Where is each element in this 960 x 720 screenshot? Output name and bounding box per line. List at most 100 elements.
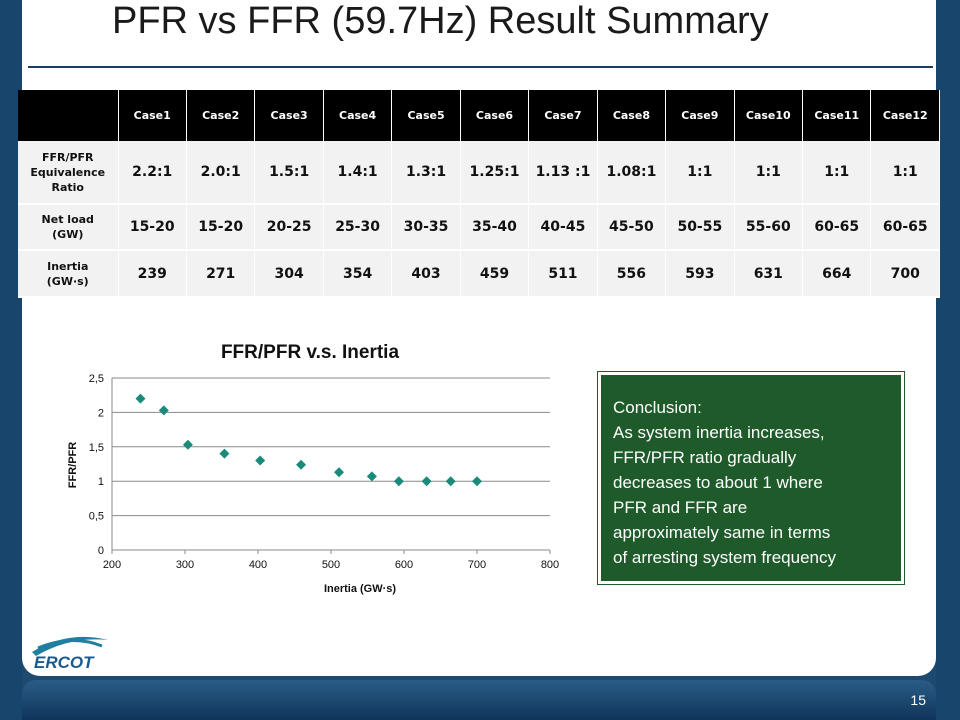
- data-point: [421, 476, 432, 487]
- table-header-blank: [18, 90, 119, 141]
- table-cell: 60-65: [802, 204, 872, 251]
- table-cell: 556: [597, 250, 667, 298]
- chart-axes: [111, 378, 551, 554]
- column-header: Case1: [118, 90, 187, 141]
- y-tick-label: 2: [98, 407, 104, 419]
- footer-bar: [22, 680, 936, 720]
- table-cell: 15-20: [118, 204, 187, 251]
- conclusion-line: PFR and FFR are: [613, 498, 748, 517]
- table-cell: 664: [802, 250, 872, 298]
- table-cell: 2.2:1: [118, 141, 187, 205]
- table-cell: 593: [665, 250, 735, 298]
- table-cell: 354: [323, 250, 393, 298]
- x-tick-label: 700: [468, 559, 486, 571]
- column-header: Case11: [802, 90, 872, 141]
- table-cell: 631: [734, 250, 804, 298]
- x-tick-label: 300: [176, 559, 194, 571]
- table-cell: 511: [528, 250, 598, 298]
- right-frame-border: [936, 0, 960, 720]
- conclusion-line: As system inertia increases,: [613, 423, 825, 442]
- table-cell: 304: [254, 250, 324, 298]
- table-cell: 45-50: [597, 204, 667, 251]
- data-point: [296, 459, 307, 470]
- x-tick-label: 800: [541, 559, 559, 571]
- table-cell: 239: [118, 250, 187, 298]
- column-header: Case4: [323, 90, 393, 141]
- column-header: Case6: [460, 90, 530, 141]
- table-cell: 55-60: [734, 204, 804, 251]
- table-cell: 700: [870, 250, 940, 298]
- x-axis-label: Inertia (GW·s): [324, 583, 396, 595]
- data-point: [472, 476, 482, 487]
- data-point: [255, 455, 266, 466]
- y-axis-label: FFR/PFR: [67, 442, 79, 488]
- ffr-pfr-inertia-chart: FFR/PFR v.s. Inertia Inertia (GW·s) FFR/…: [67, 342, 559, 595]
- table-row-inertia: Inertia (GW·s) 239 271 304 354 403 459 5…: [18, 250, 940, 298]
- y-tick-label: 1: [98, 476, 104, 488]
- data-point: [366, 471, 377, 482]
- table-row-net-load: Net load (GW) 15-20 15-20 20-25 25-30 30…: [18, 204, 940, 251]
- table-cell: 271: [186, 250, 256, 298]
- y-tick-labels: 0 0,5 1 1,5 2 2,5: [89, 373, 104, 557]
- conclusion-line: Conclusion:: [613, 398, 702, 417]
- conclusion-line: decreases to about 1 where: [613, 473, 823, 492]
- table-row-ratio: FFR/PFR Equivalence Ratio 2.2:1 2.0:1 1.…: [18, 141, 940, 205]
- table-cell: 1.4:1: [323, 141, 393, 205]
- conclusion-line: approximately same in terms: [613, 523, 831, 542]
- table-cell: 15-20: [186, 204, 256, 251]
- data-point: [219, 448, 230, 459]
- row-label: FFR/PFR Equivalence Ratio: [18, 141, 119, 205]
- chart-points: [135, 393, 482, 487]
- ercot-logo: ERCOT: [32, 636, 108, 672]
- table-cell: 60-65: [870, 204, 940, 251]
- logo-text: ERCOT: [34, 653, 95, 672]
- table-cell: 403: [391, 250, 461, 298]
- table-header-row: Case1 Case2 Case3 Case4 Case5 Case6 Case…: [18, 90, 940, 141]
- column-header: Case3: [254, 90, 324, 141]
- row-label: Net load (GW): [18, 204, 119, 251]
- row-label-line: Net load: [41, 213, 94, 226]
- table-cell: 30-35: [391, 204, 461, 251]
- table-cell: 1:1: [734, 141, 804, 205]
- table-cell: 20-25: [254, 204, 324, 251]
- row-label-line: Equivalence: [30, 165, 106, 179]
- table-cell: 1.5:1: [254, 141, 324, 205]
- left-frame-border: [0, 0, 22, 720]
- x-tick-label: 200: [103, 559, 121, 571]
- slide-title: PFR vs FFR (59.7Hz) Result Summary: [112, 0, 769, 42]
- column-header: Case8: [597, 90, 667, 141]
- table-cell: 1.13 :1: [528, 141, 598, 205]
- table-cell: 1.25:1: [460, 141, 530, 205]
- page-number: 15: [910, 692, 926, 708]
- column-header: Case7: [528, 90, 598, 141]
- column-header: Case2: [186, 90, 256, 141]
- row-label-line: Ratio: [51, 180, 84, 194]
- column-header: Case10: [734, 90, 804, 141]
- row-label-line: FFR/PFR: [41, 150, 94, 164]
- table-cell: 35-40: [460, 204, 530, 251]
- column-header: Case9: [665, 90, 735, 141]
- chart-gridlines: [112, 377, 550, 551]
- x-tick-label: 400: [249, 559, 267, 571]
- row-label-line: (GW·s): [46, 274, 89, 288]
- title-divider: [28, 66, 933, 68]
- data-point: [445, 476, 456, 487]
- x-tick-label: 500: [322, 559, 340, 571]
- row-label-line: Inertia: [47, 259, 89, 273]
- x-tick-label: 600: [395, 559, 413, 571]
- conclusion-line: of arresting system frequency: [613, 548, 836, 567]
- data-point: [182, 439, 193, 450]
- data-point: [334, 467, 345, 478]
- column-header: Case5: [391, 90, 461, 141]
- y-tick-label: 1,5: [89, 442, 104, 454]
- data-point: [393, 476, 404, 487]
- data-point: [135, 393, 146, 404]
- y-tick-label: 2,5: [89, 373, 104, 385]
- table-cell: 1.3:1: [391, 141, 461, 205]
- table-cell: 25-30: [323, 204, 393, 251]
- table-cell: 1:1: [665, 141, 735, 205]
- table-cell: 1:1: [802, 141, 872, 205]
- result-summary-table: Case1 Case2 Case3 Case4 Case5 Case6 Case…: [18, 90, 940, 298]
- table-cell: 50-55: [665, 204, 735, 251]
- conclusion-box: Conclusion: As system inertia increases,…: [598, 372, 904, 584]
